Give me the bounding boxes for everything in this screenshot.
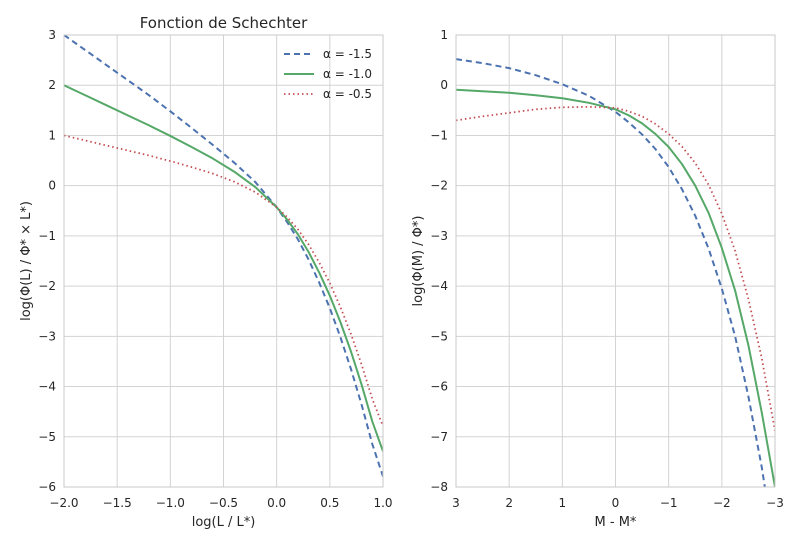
right-y-tick-label: −4 (430, 279, 448, 293)
left-y-tick-label: −2 (38, 279, 56, 293)
left-plot-frame (63, 34, 384, 488)
right-y-tick-label: −5 (430, 329, 448, 343)
right-y-axis-label: log(Φ(M) / Φ*) (411, 216, 426, 307)
right-y-tick-label: −8 (430, 480, 448, 494)
left-series (64, 35, 383, 477)
right-x-axis-label: M - M* (595, 515, 637, 530)
left-y-tick-label: 2 (48, 78, 56, 92)
left-x-tick-label: −0.5 (209, 496, 238, 510)
legend-label-alpha-1-0: α = -1.0 (323, 67, 372, 81)
left-tick-labels: −2.0 −1.5 −1.0 −0.5 0.0 0.5 1.0 −6 −5 −4 −3 −2 −1 0 1 2… (38, 28, 392, 510)
left-y-tick-label: −5 (38, 430, 56, 444)
left-y-tick-label: 1 (48, 128, 56, 142)
right-x-tick-label: 0 (612, 496, 620, 510)
legend: α = -1.5 α = -1.0 α = -0.5 (284, 47, 372, 101)
legend-label-alpha-1-5: α = -1.5 (323, 47, 372, 61)
right-x-tick-label: 2 (505, 496, 513, 510)
left-chart: −2.0 −1.5 −1.0 −0.5 0.0 0.5 1.0 −6 −5 −4 −3 −2 −1 0 1 2… (19, 14, 393, 530)
right-series (456, 58, 775, 487)
right-y-tick-label: 1 (440, 28, 448, 42)
left-chart-title: Fonction de Schechter (140, 14, 308, 32)
right-y-tick-label: −3 (430, 229, 448, 243)
legend-label-alpha-0-5: α = -0.5 (323, 87, 372, 101)
right-x-tick-label: −1 (660, 496, 678, 510)
right-y-tick-label: −2 (430, 179, 448, 193)
right-y-tick-label: −1 (430, 128, 448, 142)
left-x-tick-label: −2.0 (49, 496, 78, 510)
left-x-tick-label: −1.0 (156, 496, 185, 510)
left-y-axis-label: log(Φ(L) / Φ* × L*) (19, 201, 34, 321)
left-gridlines (63, 34, 384, 488)
right-y-tick-label: −7 (430, 430, 448, 444)
left-series-line-3 (64, 134, 383, 427)
left-y-tick-label: −1 (38, 229, 56, 243)
left-y-tick-label: 3 (48, 28, 56, 42)
right-tick-labels: 3 2 1 0 −1 −2 −3 −8 −7 −6 −5 −4 −3 −2 −1 0 1 (430, 28, 784, 510)
right-y-tick-label: −6 (430, 380, 448, 394)
left-x-tick-label: 0.5 (320, 496, 339, 510)
right-plot-frame (455, 34, 776, 488)
right-series-line-2 (456, 88, 775, 487)
left-y-tick-label: −3 (38, 329, 56, 343)
right-x-tick-label: 1 (559, 496, 567, 510)
left-y-tick-label: −4 (38, 380, 56, 394)
left-x-axis-label: log(L / L*) (192, 515, 256, 530)
right-x-tick-label: −3 (766, 496, 784, 510)
right-series-line-3 (456, 105, 775, 431)
left-y-tick-label: −6 (38, 480, 56, 494)
left-x-tick-label: 1.0 (373, 496, 392, 510)
left-y-tick-label: 0 (48, 179, 56, 193)
right-x-tick-label: −2 (713, 496, 731, 510)
right-chart: 3 2 1 0 −1 −2 −3 −8 −7 −6 −5 −4 −3 −2 −1 0 1 M - M* log(… (411, 28, 784, 530)
left-x-tick-label: 0.0 (267, 496, 286, 510)
right-gridlines (455, 34, 776, 488)
right-x-tick-label: 3 (452, 496, 460, 510)
right-y-tick-label: 0 (440, 78, 448, 92)
right-series-line-1 (456, 58, 766, 487)
left-x-tick-label: −1.5 (103, 496, 132, 510)
